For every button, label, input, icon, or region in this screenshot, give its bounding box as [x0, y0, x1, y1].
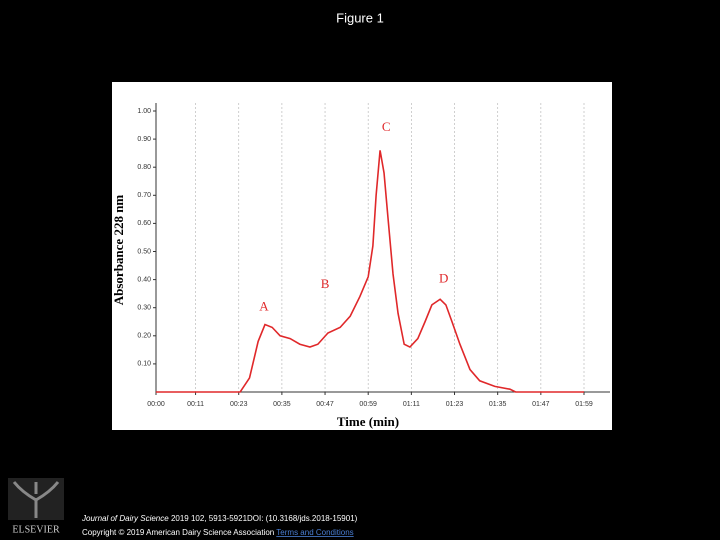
- logo: ELSEVIER: [8, 478, 64, 535]
- y-tick-label: 0.30: [137, 305, 151, 312]
- copyright: Copyright © 2019 American Dairy Science …: [82, 528, 354, 537]
- logo-text: ELSEVIER: [12, 524, 60, 535]
- peak-label: D: [439, 271, 448, 286]
- peak-label: C: [382, 119, 391, 134]
- x-axis-label: Time (min): [337, 414, 399, 429]
- x-tick-label: 00:47: [316, 401, 334, 408]
- y-axis-label: Absorbance 228 nm: [111, 195, 126, 306]
- x-tick-label: 01:59: [575, 401, 593, 408]
- x-tick-label: 01:35: [489, 401, 507, 408]
- terms-link[interactable]: Terms and Conditions: [276, 528, 353, 537]
- logo-branches: [12, 481, 60, 518]
- x-tick-label: 01:11: [403, 401, 420, 408]
- data-line: [156, 150, 584, 393]
- x-tick-label: 00:11: [187, 401, 204, 408]
- y-tick-label: 0.70: [137, 192, 151, 199]
- y-tick-label: 0.50: [137, 248, 151, 255]
- citation: Journal of Dairy Science 2019 102, 5913-…: [81, 514, 358, 523]
- x-tick-label: 00:23: [230, 401, 248, 408]
- slide-title: Figure 1: [336, 10, 384, 25]
- chart-background: [112, 82, 612, 430]
- y-tick-label: 0.10: [137, 361, 151, 368]
- y-tick-label: 0.40: [137, 276, 151, 283]
- peak-label: A: [259, 299, 269, 314]
- x-tick-label: 00:59: [359, 401, 377, 408]
- peak-label: B: [321, 276, 330, 291]
- x-tick-label: 01:47: [532, 401, 550, 408]
- citation-text: 2019 102, 5913-5921DOI: (10.3168/jds.201…: [169, 514, 358, 523]
- y-tick-label: 1.00: [137, 108, 151, 115]
- y-tick-label: 0.20: [137, 333, 151, 340]
- y-tick-label: 0.80: [137, 164, 151, 171]
- x-tick-label: 00:35: [273, 401, 291, 408]
- journal: Journal of Dairy Science: [81, 514, 169, 523]
- x-tick-label: 01:23: [446, 401, 464, 408]
- y-tick-label: 0.60: [137, 220, 151, 227]
- x-tick-label: 00:00: [147, 401, 165, 408]
- y-tick-label: 0.90: [137, 136, 151, 143]
- copyright-text: Copyright © 2019 American Dairy Science …: [82, 528, 276, 537]
